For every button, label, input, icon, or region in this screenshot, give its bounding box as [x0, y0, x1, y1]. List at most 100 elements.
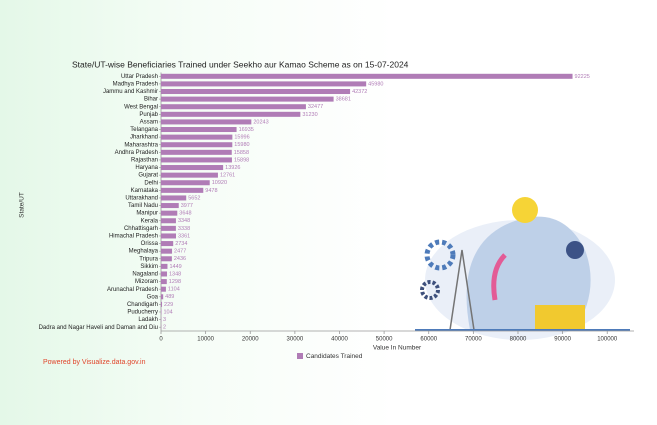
y-tick-label: Dadra and Nagar Haveli and Daman and Diu — [39, 325, 158, 331]
value-label: 10920 — [212, 180, 227, 186]
x-tick-label: 90000 — [554, 337, 571, 343]
value-label: 15980 — [234, 142, 249, 148]
value-label: 15898 — [234, 157, 249, 163]
bar — [161, 218, 176, 224]
bar — [161, 111, 301, 117]
value-label: 45980 — [368, 81, 383, 87]
bar — [161, 241, 174, 247]
y-tick-label: Jharkhand — [130, 135, 158, 141]
y-tick-label: Maharashtra — [124, 142, 158, 148]
y-tick-label: Tamil Nadu — [128, 203, 158, 209]
legend-label: Candidates Trained — [306, 353, 363, 360]
value-label: 3648 — [179, 211, 191, 217]
bar — [161, 225, 176, 231]
y-tick-label: Uttar Pradesh — [121, 74, 158, 80]
y-tick-label: Mizoram — [135, 279, 158, 285]
y-tick-label: Goa — [147, 294, 159, 300]
bar — [161, 203, 179, 209]
value-label: 92225 — [575, 74, 590, 80]
value-label: 31230 — [302, 112, 317, 118]
bar — [161, 134, 233, 140]
value-label: 3977 — [181, 203, 193, 209]
value-label: 3 — [163, 317, 166, 323]
value-label: 15996 — [234, 135, 249, 141]
bar — [161, 157, 232, 163]
value-label: 1104 — [168, 287, 180, 293]
value-label: 32477 — [308, 104, 323, 110]
y-tick-label: Meghalaya — [129, 249, 159, 255]
value-label: 2 — [163, 325, 166, 331]
y-tick-label: Kerala — [141, 218, 159, 224]
value-label: 229 — [164, 302, 173, 308]
x-tick-label: 40000 — [331, 337, 348, 343]
y-tick-label: Haryana — [135, 165, 158, 171]
x-tick-label: 30000 — [287, 337, 304, 343]
y-axis-label: State/UT — [19, 192, 26, 218]
bar — [161, 96, 334, 102]
illustration — [415, 197, 630, 340]
value-label: 20243 — [253, 119, 268, 125]
y-tick-label: Sikkim — [140, 264, 158, 270]
bar — [161, 195, 187, 201]
bar — [161, 104, 306, 110]
y-tick-label: Himachal Pradesh — [109, 234, 158, 240]
value-label: 3338 — [178, 226, 190, 232]
bar — [161, 263, 168, 269]
x-tick-label: 100000 — [597, 337, 618, 343]
y-tick-label: Telangana — [130, 127, 158, 133]
value-label: 12761 — [220, 173, 235, 179]
bar — [161, 294, 164, 300]
x-tick-label: 70000 — [465, 337, 482, 343]
bar — [161, 187, 204, 193]
y-tick-label: West Bengal — [124, 104, 158, 110]
bar — [161, 301, 163, 307]
bar — [161, 165, 224, 171]
bar — [161, 142, 233, 148]
value-label: 13926 — [225, 165, 240, 171]
y-tick-label: Jammu and Kashmir — [103, 89, 158, 95]
value-label: 2734 — [175, 241, 187, 247]
bar — [161, 210, 178, 216]
value-label: 1348 — [169, 271, 181, 277]
y-tick-label: Chhattisgarh — [124, 226, 158, 232]
bar — [161, 271, 168, 277]
bar — [161, 233, 176, 239]
value-label: 3348 — [178, 218, 190, 224]
bar — [161, 73, 573, 79]
value-label: 2436 — [174, 256, 186, 262]
y-tick-label: Uttarakhand — [125, 196, 158, 202]
value-label: 1298 — [169, 279, 181, 285]
y-tick-label: Tripura — [139, 256, 158, 262]
x-tick-label: 60000 — [420, 337, 437, 343]
value-label: 104 — [163, 309, 172, 315]
bar — [161, 88, 351, 95]
y-tick-label: Punjab — [139, 112, 158, 118]
bar — [161, 256, 172, 262]
value-label: 42372 — [352, 89, 367, 95]
x-tick-label: 0 — [159, 337, 163, 343]
bar — [161, 279, 167, 285]
y-tick-label: Delhi — [144, 180, 158, 186]
y-tick-label: Assam — [140, 119, 158, 125]
value-label: 489 — [165, 294, 174, 300]
bar — [161, 149, 232, 155]
value-label: 15858 — [234, 150, 249, 156]
x-tick-label: 20000 — [242, 337, 259, 343]
value-label: 16935 — [239, 127, 254, 133]
y-tick-label: Ladakh — [138, 317, 158, 323]
value-label: 38681 — [336, 97, 351, 103]
footer: Powered by Visualize.data.gov.in — [43, 359, 146, 366]
bar — [161, 286, 166, 292]
x-axis-label: Value In Number — [373, 345, 422, 352]
y-tick-label: Gujarat — [138, 173, 158, 179]
value-label: 9478 — [205, 188, 217, 194]
y-tick-label: Nagaland — [132, 272, 158, 278]
value-label: 1449 — [169, 264, 181, 270]
y-tick-label: Puducherry — [127, 310, 158, 316]
x-tick-label: 80000 — [510, 337, 527, 343]
value-label: 5652 — [188, 195, 200, 201]
y-tick-label: Madhya Pradesh — [113, 81, 158, 87]
y-tick-label: Chandigarh — [127, 302, 158, 308]
